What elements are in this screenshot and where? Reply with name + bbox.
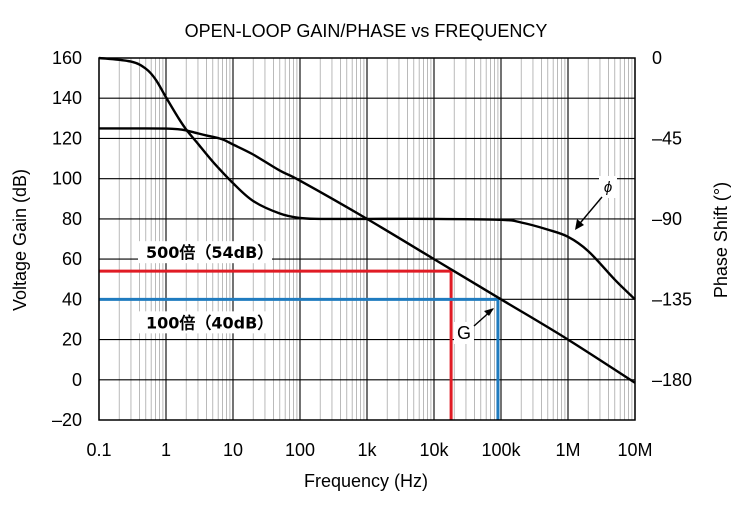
x-tick-label: 1M bbox=[555, 440, 580, 460]
y2-axis-label: Phase Shift (°) bbox=[711, 182, 731, 298]
gain-curve bbox=[98, 127, 636, 384]
y-tick-label: 0 bbox=[72, 370, 82, 390]
y2-tick-labels: 0 –45 –90 –135 –180 bbox=[652, 48, 692, 390]
x-tick-label: 100k bbox=[481, 440, 521, 460]
chart-title: OPEN-LOOP GAIN/PHASE vs FREQUENCY bbox=[185, 21, 548, 41]
plot-frame bbox=[98, 57, 636, 421]
y-tick-label: 100 bbox=[52, 169, 82, 189]
gain-curve-label: G bbox=[457, 323, 471, 343]
red-label-bg bbox=[138, 241, 272, 264]
y2-tick-label: –45 bbox=[652, 128, 682, 148]
y-tick-label: 40 bbox=[62, 289, 82, 309]
phase-curve-label: ϕ bbox=[604, 179, 612, 196]
annotations: 500倍（54dB） 100倍（40dB） Gϕ bbox=[138, 176, 617, 344]
gain-curve-label-bg bbox=[454, 322, 474, 344]
y2-tick-label: 0 bbox=[652, 48, 662, 68]
y-tick-label: 20 bbox=[62, 330, 82, 350]
x-tick-labels: 0.1 1 10 100 1k 10k 100k 1M 10M bbox=[86, 440, 652, 460]
gain-curve-arrowhead bbox=[484, 308, 494, 316]
y-tick-label: 120 bbox=[52, 128, 82, 148]
x-axis-label: Frequency (Hz) bbox=[304, 471, 428, 491]
phase-curve bbox=[98, 56, 636, 301]
y-axis-label: Voltage Gain (dB) bbox=[10, 169, 30, 311]
x-tick-label: 1 bbox=[161, 440, 171, 460]
y-tick-label: 80 bbox=[62, 209, 82, 229]
y-tick-label: 140 bbox=[52, 88, 82, 108]
y-tick-label: 60 bbox=[62, 249, 82, 269]
y2-tick-label: –135 bbox=[652, 289, 692, 309]
curves bbox=[98, 56, 636, 384]
phase-curve-label-bg bbox=[599, 176, 617, 198]
y-tick-labels: 160 140 120 100 80 60 40 20 0 –20 bbox=[52, 48, 82, 430]
y2-tick-label: –90 bbox=[652, 209, 682, 229]
x-tick-label: 10M bbox=[617, 440, 652, 460]
reference-lines bbox=[99, 269, 500, 420]
phase-curve-arrowhead bbox=[575, 219, 584, 230]
red-gain-label: 500倍（54dB） bbox=[146, 243, 273, 262]
y2-tick-label: –180 bbox=[652, 370, 692, 390]
grid bbox=[98, 57, 636, 421]
x-tick-label: 100 bbox=[285, 440, 315, 460]
blue-gain-label: 100倍（40dB） bbox=[146, 313, 273, 332]
y-tick-label: –20 bbox=[52, 410, 82, 430]
x-tick-label: 0.1 bbox=[86, 440, 111, 460]
x-tick-label: 10 bbox=[223, 440, 243, 460]
x-tick-label: 10k bbox=[419, 440, 449, 460]
blue-label-bg bbox=[138, 311, 272, 334]
y-tick-label: 160 bbox=[52, 48, 82, 68]
x-tick-label: 1k bbox=[357, 440, 377, 460]
